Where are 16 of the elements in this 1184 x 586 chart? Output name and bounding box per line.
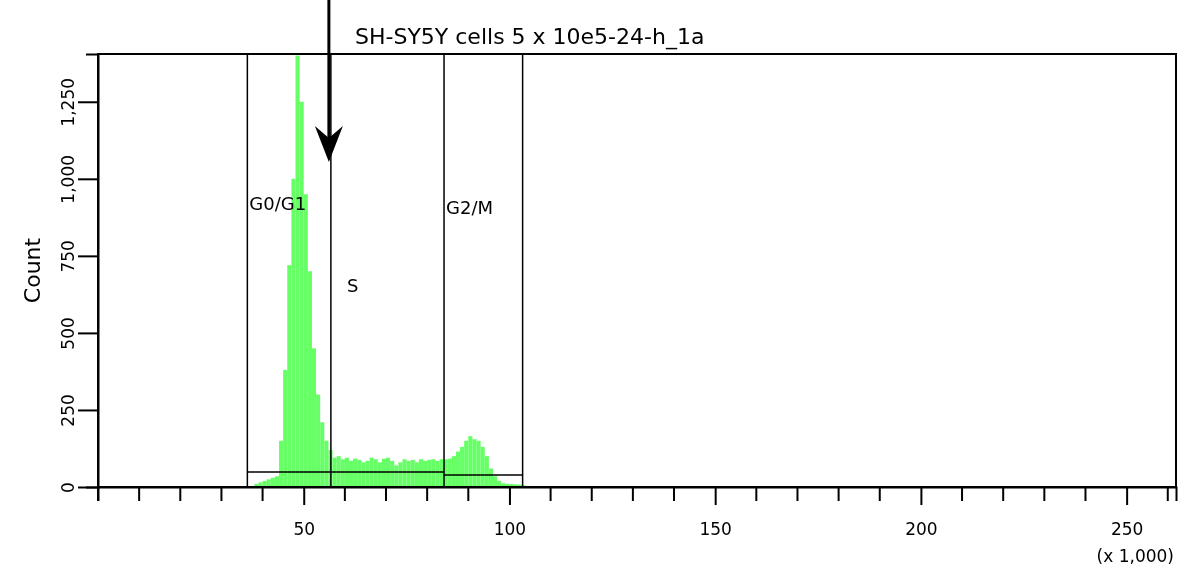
ref-line-label: S [346,275,359,297]
y-tick-label: 750 [58,240,78,273]
ref-line-label: G2/M [446,197,494,219]
y-tick-label: 0 [58,482,78,493]
x-tick-label: 50 [293,519,316,540]
x-tick-label: 150 [699,519,732,540]
y-tick-label: 250 [58,394,78,427]
y-tick-label: 500 [58,317,78,350]
y-axis-title: Count [20,237,45,304]
text: (x 1,000) [1096,546,1174,566]
y-tick-label: 1,250 [58,77,78,127]
x-tick-label: 100 [493,519,527,540]
x-tick-label: 200 [905,519,938,540]
y-tick-label: 1,000 [58,154,78,204]
x-tick-label: 250 [1110,519,1144,540]
chart-title: SH-SY5Y cells 5 x 10e5-24-h_1a [355,24,705,50]
